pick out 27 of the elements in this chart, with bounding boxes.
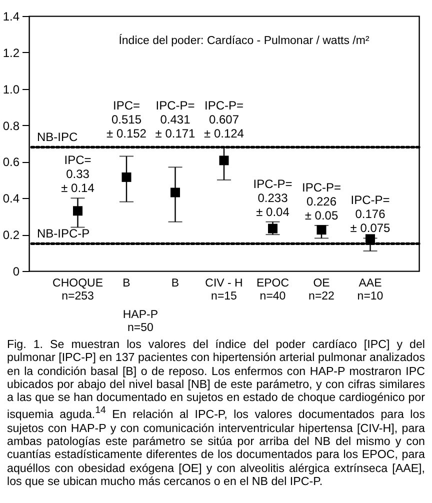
- y-tick-label: 0.4: [2, 192, 20, 206]
- y-tick-label: 0.2: [2, 228, 20, 242]
- text: Fig. 1. Se muestran los valores del índice del poder cardíaco [IPC] y del pulmonar [IPC-P] en 137 pacientes con hipertensión arterial pulmonar analizados en la condición basal [B] o de reposo. Los enfermos con HAP-P mostraron IPC ubicados por abajo del nivel basal [NB] de este parámetro, y con cifras similares a las que se han documentado en sujetos en estado de choque cardiogénico por isquemia aguda.$^{14}$ En relación al IPC-P, los valores documentados para los sujetos con HAP-P y con comunicación interventricular hipertensa [CIV-H], para ambas patologías este parámetro se sitúa por arriba del NB del mismo y con cuantías estadísticamente diferentes de los documentados para los EPOC, para aquéllos con obesidad exógena [OE] y con alveolitis alérgica extrínseca [AAE], los que se ubican mucho más cercanos o en el NB del IPC-P.: [7, 338, 425, 488]
- x-tick-label: B: [122, 278, 131, 290]
- ref-line-label: NB-IPC-P: [37, 226, 90, 241]
- y-tick-label: 0: [12, 264, 20, 278]
- text: IPC-P= 0.431 ± 0.171: [155, 98, 196, 140]
- ref-line-label: NB-IPC: [37, 130, 78, 144]
- x-tick-label: EPOC n=40: [256, 278, 290, 302]
- text: IPC-P= 0.226 ± 0.05: [302, 180, 342, 222]
- y-tick-label: 1.2: [2, 46, 20, 60]
- text: IPC= 0.515 ± 0.152: [106, 98, 146, 140]
- text: IPC-P= 0.176 ± 0.075: [350, 193, 390, 236]
- text: HAP-P n=50: [122, 309, 158, 334]
- x-tick-label: CIV - H n=15: [205, 278, 243, 302]
- text: IPC-P= 0.607 ± 0.124: [204, 98, 244, 140]
- text: IPC= 0.33 ± 0.14: [61, 153, 94, 196]
- x-tick-label: OE n=22: [308, 278, 334, 302]
- x-tick-label: CHOQUE n=253: [52, 278, 104, 302]
- y-tick-label: 0.8: [2, 118, 20, 133]
- y-tick-label: 1.4: [2, 10, 20, 24]
- text: Índice del poder: Cardíaco - Pulmonar / watts /m²: [118, 34, 370, 47]
- y-tick-label: 0.6: [2, 155, 20, 170]
- y-tick-label: 1.0: [2, 82, 20, 96]
- x-tick-label: AAE n=10: [357, 278, 384, 302]
- text: IPC-P= 0.233 ± 0.04: [253, 176, 292, 219]
- x-tick-label: B: [171, 278, 180, 290]
